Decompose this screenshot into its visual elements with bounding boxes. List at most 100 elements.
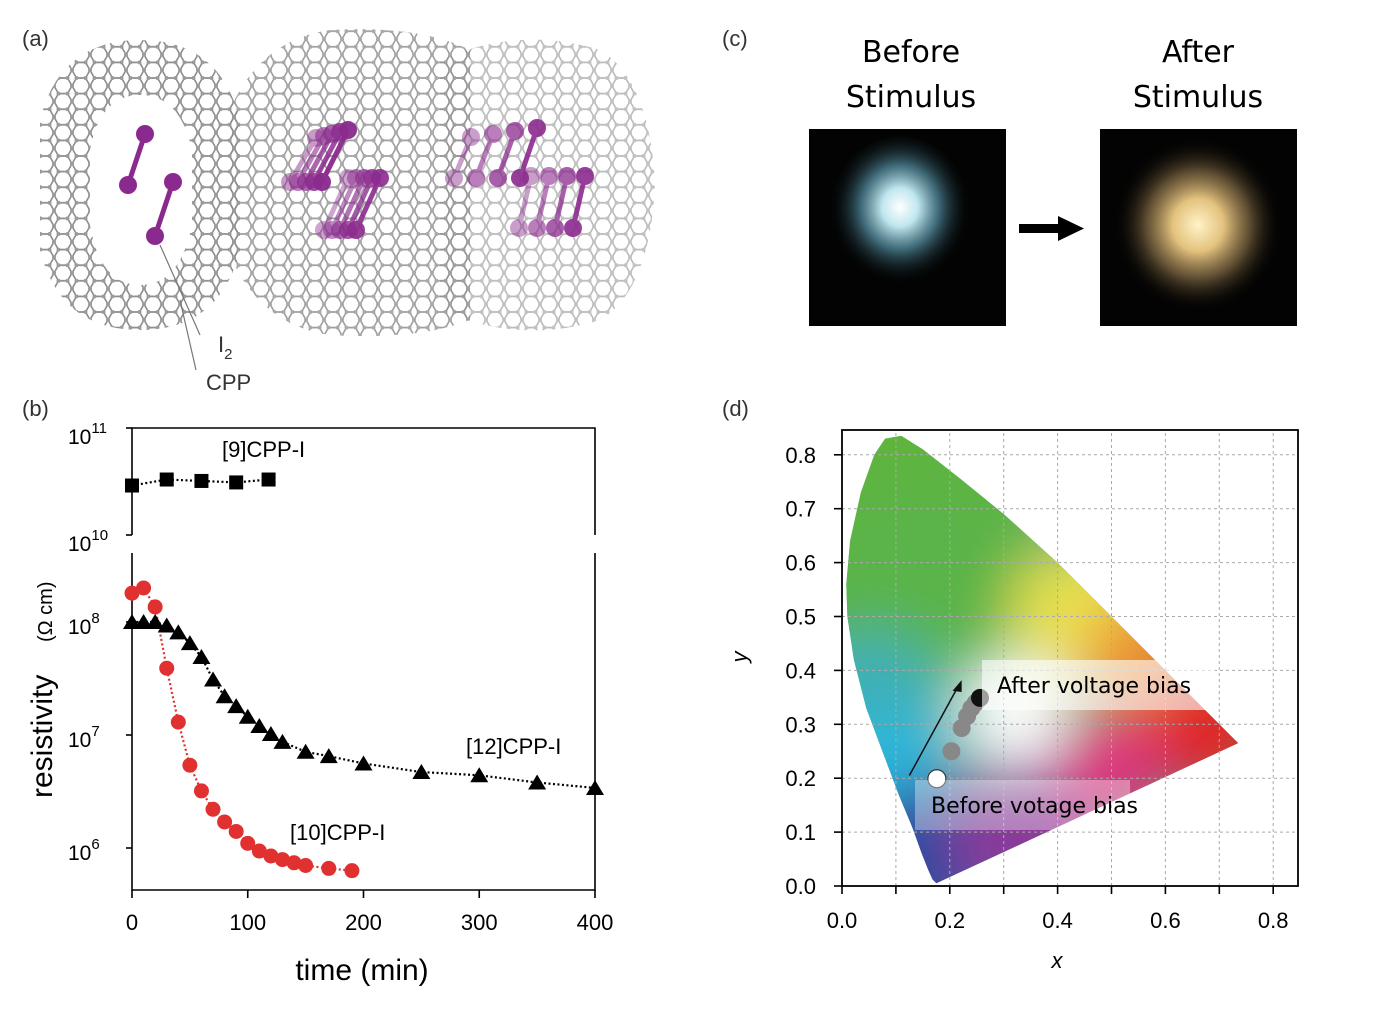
data-point-triangle xyxy=(227,698,246,714)
iodine-molecule xyxy=(546,167,576,237)
iodine-bond xyxy=(287,136,319,184)
iodine-atom xyxy=(564,219,582,237)
data-point-triangle xyxy=(296,743,315,759)
y-tick-label: 108 xyxy=(68,610,100,639)
y-tick-label: 0.5 xyxy=(785,605,816,630)
y-tick-exponent: 8 xyxy=(91,610,99,627)
iodine-atom xyxy=(489,169,507,187)
iodine-molecule xyxy=(289,127,333,191)
iodine-atom xyxy=(462,128,480,146)
iodine-atom xyxy=(522,167,540,185)
iodine-molecule xyxy=(323,169,365,239)
y-tick-exponent: 11 xyxy=(91,420,107,437)
iodine-molecule xyxy=(511,119,546,187)
iodine-atom xyxy=(347,169,365,187)
iodine-molecule xyxy=(467,125,502,187)
x-tick-label: 0.8 xyxy=(1258,908,1289,933)
iodine-molecule xyxy=(489,122,524,187)
data-point-circle xyxy=(136,580,152,596)
data-point-triangle xyxy=(123,614,141,629)
data-point-triangle xyxy=(215,688,234,704)
data-point-triangle xyxy=(204,671,223,687)
iodine-atom xyxy=(511,169,529,187)
chromaticity-point xyxy=(942,742,961,761)
y-tick-label: 0.8 xyxy=(785,443,816,468)
data-point-triangle xyxy=(134,614,153,629)
x-axis-title: x xyxy=(1051,948,1064,973)
iodine-atom xyxy=(307,129,325,147)
data-point-circle xyxy=(286,855,302,871)
data-point-triangle xyxy=(250,718,269,734)
before-voltage-annotation: Before votage bias xyxy=(931,794,1138,819)
series-label-10cpp: [10]CPP-I xyxy=(290,820,385,845)
x-tick-label: 200 xyxy=(345,910,382,935)
data-point-triangle xyxy=(169,624,188,640)
y-tick-label: 0.1 xyxy=(785,820,816,845)
data-point-circle xyxy=(147,599,163,615)
y-tick-label: 0.2 xyxy=(785,766,816,791)
cpp-iodine-nanotube-illustration: I2 CPP xyxy=(40,29,655,395)
iodine-bond xyxy=(152,181,176,237)
y-tick-base: 10 xyxy=(68,533,91,556)
data-point-triangle xyxy=(261,726,280,742)
before-title-line2: Stimulus xyxy=(846,80,976,115)
iodine-bond xyxy=(345,176,375,232)
trend-arrowhead-icon xyxy=(952,680,962,692)
y-tick-label: 106 xyxy=(68,836,100,865)
chromaticity-point xyxy=(927,769,947,789)
iodine-bond xyxy=(353,176,383,232)
i2-label: I2 xyxy=(218,332,232,363)
data-point-square xyxy=(125,478,139,493)
panel-label-c: (c) xyxy=(722,26,748,51)
after-glow xyxy=(1113,137,1283,313)
data-point-circle xyxy=(228,823,244,839)
series-line xyxy=(131,478,269,487)
stimulus-images: Before Stimulus After Stimulus xyxy=(809,35,1297,326)
y-tick-label: 0.6 xyxy=(785,551,816,576)
plot-frame xyxy=(841,429,1299,887)
before-title-line1: Before xyxy=(862,35,960,70)
data-point-triangle xyxy=(157,617,176,633)
data-point-square xyxy=(229,475,244,490)
y-tick-base: 10 xyxy=(68,842,91,865)
x-tick-label: 0.0 xyxy=(827,908,858,933)
data-point-circle xyxy=(159,660,175,676)
data-point-triangle xyxy=(412,764,431,780)
iodine-atom xyxy=(136,125,154,143)
data-point-circle xyxy=(298,858,314,874)
data-point-triangle xyxy=(146,614,165,629)
x-tick-label: 400 xyxy=(577,910,614,935)
iodine-molecule xyxy=(564,167,594,237)
y-tick-label: 1010 xyxy=(68,527,108,556)
y-tick-label: 107 xyxy=(68,723,100,752)
before-annotation-box xyxy=(915,780,1130,830)
y-tick-base: 10 xyxy=(68,616,91,639)
data-point-triangle xyxy=(354,755,373,771)
iodine-molecule xyxy=(445,128,480,187)
x-tick-label: 0.6 xyxy=(1150,908,1181,933)
iodine-atom xyxy=(528,219,546,237)
iodine-bond xyxy=(321,176,351,232)
data-point-circle xyxy=(217,814,233,830)
after-title-line2: Stimulus xyxy=(1133,80,1263,115)
iodine-atom xyxy=(445,169,463,187)
data-point-triangle xyxy=(470,767,489,783)
data-point-circle xyxy=(170,714,186,730)
iodine-atom xyxy=(506,122,524,140)
data-point-square xyxy=(194,473,209,488)
data-point-triangle xyxy=(528,774,547,790)
y-tick-label: 0.3 xyxy=(785,712,816,737)
data-point-circle xyxy=(251,843,267,859)
panel-label-a: (a) xyxy=(22,26,49,51)
data-point-triangle xyxy=(238,708,257,724)
iodine-atom xyxy=(339,169,357,187)
after-title-line1: After xyxy=(1162,35,1235,70)
x-tick-label: 0 xyxy=(126,910,138,935)
chromaticity-axes: 0.0 0.2 0.4 0.6 0.8 0.0 0.1 0.2 0.3 0.4 0.5 0.6 0.7 0… xyxy=(785,429,1299,933)
data-point-circle xyxy=(182,757,198,773)
iodine-atom xyxy=(546,219,564,237)
cpp-label: CPP xyxy=(206,370,251,395)
data-point-circle xyxy=(205,801,221,817)
panel-label-b: (b) xyxy=(22,396,49,421)
